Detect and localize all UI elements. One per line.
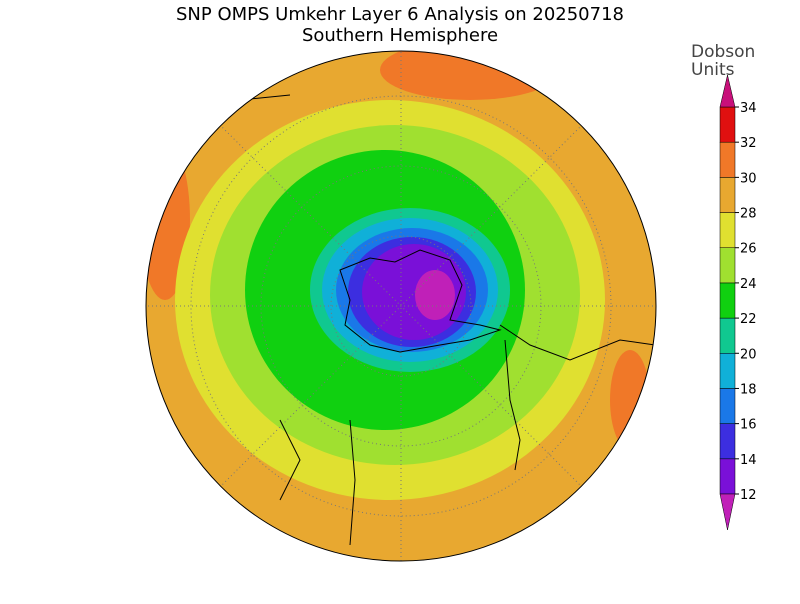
ozone-field bbox=[610, 350, 650, 450]
colorbar-segment bbox=[719, 423, 736, 460]
colorbar-tick-label: 14 bbox=[740, 453, 757, 468]
title: SNP OMPS Umkehr Layer 6 Analysis on 2025… bbox=[176, 4, 624, 25]
colorbar-segment bbox=[719, 353, 736, 389]
graticule bbox=[146, 51, 656, 561]
colorbar-segment bbox=[719, 106, 736, 143]
subtitle: Southern Hemisphere bbox=[302, 25, 498, 46]
colorbar-tick-label: 16 bbox=[740, 418, 757, 433]
colorbar-tick-label: 20 bbox=[740, 347, 757, 362]
colorbar-segment bbox=[719, 282, 736, 319]
colorbar-under bbox=[719, 493, 736, 531]
colorbar-tick-label: 30 bbox=[740, 171, 757, 186]
colorbar-tick-label: 32 bbox=[740, 136, 757, 151]
map-border bbox=[145, 50, 657, 562]
colorbar-tick-label: 24 bbox=[740, 277, 757, 292]
colorbar-segment bbox=[719, 317, 736, 354]
colorbar-segment bbox=[719, 388, 736, 424]
ozone-map bbox=[146, 51, 656, 561]
colorbar-tick-label: 22 bbox=[740, 312, 757, 327]
ozone-field bbox=[415, 270, 455, 320]
colorbar-segment bbox=[719, 458, 736, 495]
colorbar-label: Dobson bbox=[691, 42, 755, 62]
colorbar-segment bbox=[719, 212, 736, 248]
colorbar-segment bbox=[719, 141, 736, 178]
colorbar-tick-label: 12 bbox=[740, 488, 757, 503]
colorbar-tick-label: 34 bbox=[740, 101, 757, 116]
colorbar-over bbox=[719, 74, 736, 108]
colorbar-tick-label: 28 bbox=[740, 207, 757, 222]
colorbar: 12 14 16 18 20 22 24 26 28 30 32 34 bbox=[719, 74, 757, 531]
ozone-field bbox=[380, 51, 560, 100]
colorbar-label: Units bbox=[691, 60, 735, 80]
colorbar-tick-label: 18 bbox=[740, 382, 757, 397]
colorbar-tick-label: 26 bbox=[740, 242, 757, 257]
colorbar-segment bbox=[719, 177, 736, 213]
colorbar-segment bbox=[719, 247, 736, 284]
